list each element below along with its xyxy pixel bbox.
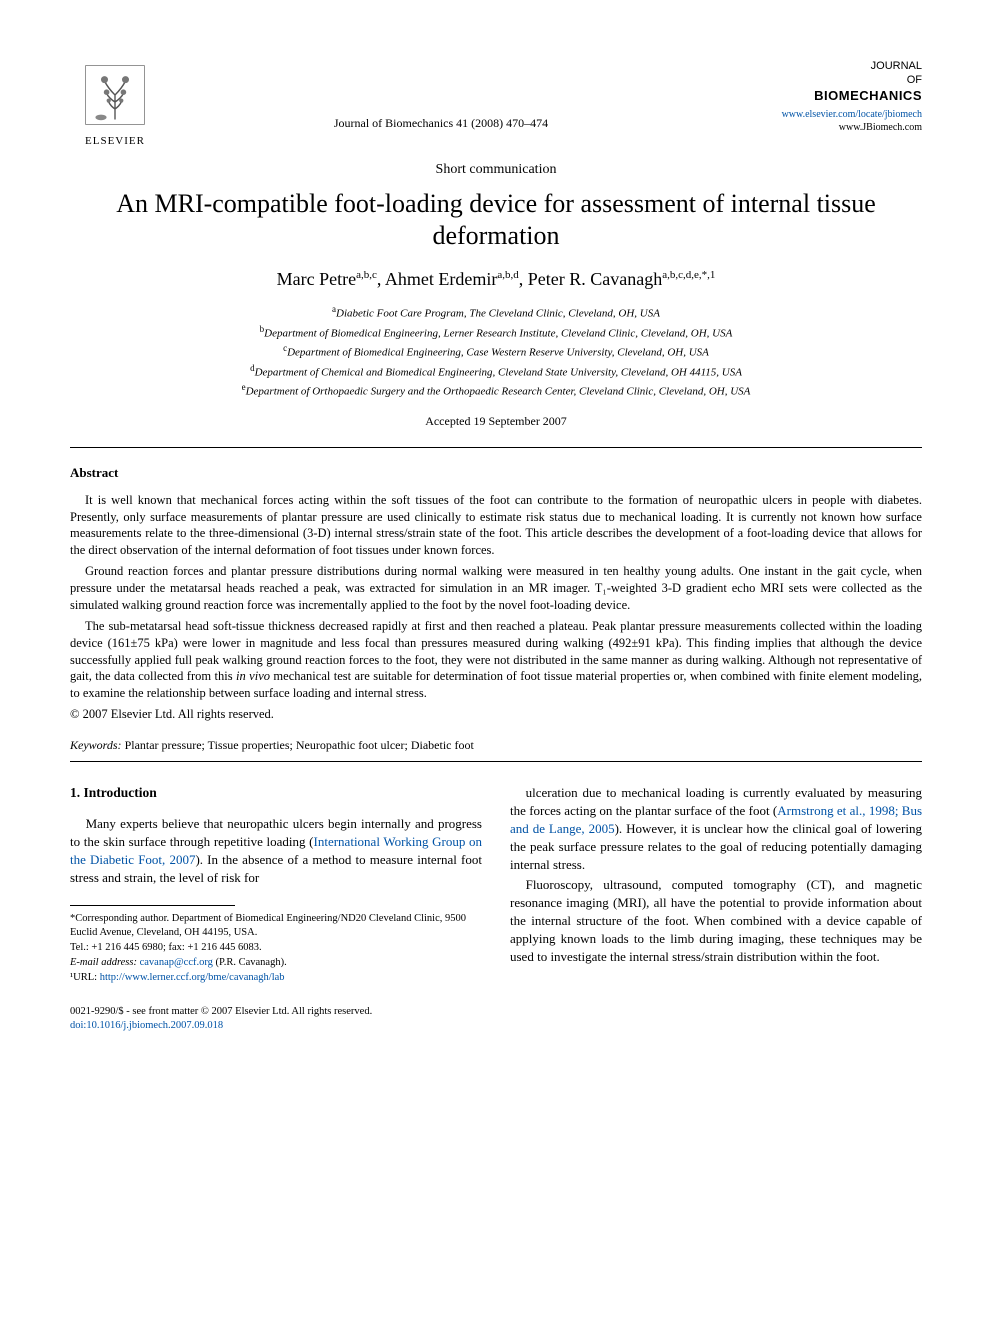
right-column: ulceration due to mechanical loading is …	[510, 784, 922, 986]
footnotes: *Corresponding author. Department of Bio…	[70, 912, 482, 986]
url-link[interactable]: http://www.lerner.ccf.org/bme/cavanagh/l…	[100, 972, 285, 983]
tel-fax: Tel.: +1 216 445 6980; fax: +1 216 445 6…	[70, 941, 482, 955]
keywords: Keywords: Plantar pressure; Tissue prope…	[70, 737, 922, 753]
abstract-para-3: The sub-metatarsal head soft-tissue thic…	[70, 618, 922, 702]
url-line: ¹URL: http://www.lerner.ccf.org/bme/cava…	[70, 971, 482, 985]
publisher-logo-block: ELSEVIER	[70, 60, 160, 149]
corresponding-author: *Corresponding author. Department of Bio…	[70, 912, 482, 940]
abstract-para-2: Ground reaction forces and plantar press…	[70, 563, 922, 614]
intro-para-1-right: ulceration due to mechanical loading is …	[510, 784, 922, 874]
authors: Marc Petrea,b,c, Ahmet Erdemira,b,d, Pet…	[70, 267, 922, 291]
footnote-rule	[70, 905, 235, 906]
article-type: Short communication	[70, 161, 922, 180]
left-column: 1. Introduction Many experts believe tha…	[70, 784, 482, 986]
journal-links: www.elsevier.com/locate/jbiomech www.JBi…	[722, 108, 922, 135]
email-after: (P.R. Cavanagh).	[213, 957, 287, 968]
journal-block: JOURNAL OF BIOMECHANICS www.elsevier.com…	[722, 60, 922, 135]
affiliations: aDiabetic Foot Care Program, The Clevela…	[70, 303, 922, 401]
rule-bottom	[70, 761, 922, 762]
email-line: E-mail address: cavanap@ccf.org (P.R. Ca…	[70, 956, 482, 970]
front-matter: 0021-9290/$ - see front matter © 2007 El…	[70, 1005, 372, 1019]
journal-link-1[interactable]: www.elsevier.com/locate/jbiomech	[722, 108, 922, 122]
header-row: ELSEVIER Journal of Biomechanics 41 (200…	[70, 60, 922, 149]
footer-left: 0021-9290/$ - see front matter © 2007 El…	[70, 1005, 372, 1033]
accepted-date: Accepted 19 September 2007	[70, 413, 922, 429]
article-title: An MRI-compatible foot-loading device fo…	[70, 188, 922, 253]
email-label: E-mail address:	[70, 957, 137, 968]
rule-top	[70, 447, 922, 448]
abstract-para-1: It is well known that mechanical forces …	[70, 492, 922, 560]
abstract: Abstract It is well known that mechanica…	[70, 464, 922, 753]
keywords-label: Keywords:	[70, 738, 122, 752]
elsevier-tree-icon	[80, 60, 150, 130]
journal-link-2[interactable]: www.JBiomech.com	[722, 121, 922, 135]
url-label: ¹URL:	[70, 972, 97, 983]
journal-title: JOURNAL OF BIOMECHANICS	[722, 60, 922, 104]
publisher-name: ELSEVIER	[85, 134, 145, 149]
citation: Journal of Biomechanics 41 (2008) 470–47…	[160, 60, 722, 131]
footer: 0021-9290/$ - see front matter © 2007 El…	[70, 1005, 922, 1033]
doi[interactable]: doi:10.1016/j.jbiomech.2007.09.018	[70, 1019, 372, 1033]
section-heading-intro: 1. Introduction	[70, 784, 482, 803]
copyright: © 2007 Elsevier Ltd. All rights reserved…	[70, 706, 922, 723]
abstract-heading: Abstract	[70, 464, 922, 482]
email-address[interactable]: cavanap@ccf.org	[140, 957, 213, 968]
keywords-list: Plantar pressure; Tissue properties; Neu…	[125, 738, 474, 752]
intro-para-1-left: Many experts believe that neuropathic ul…	[70, 815, 482, 887]
intro-para-2-right: Fluoroscopy, ultrasound, computed tomogr…	[510, 876, 922, 966]
body-columns: 1. Introduction Many experts believe tha…	[70, 784, 922, 986]
